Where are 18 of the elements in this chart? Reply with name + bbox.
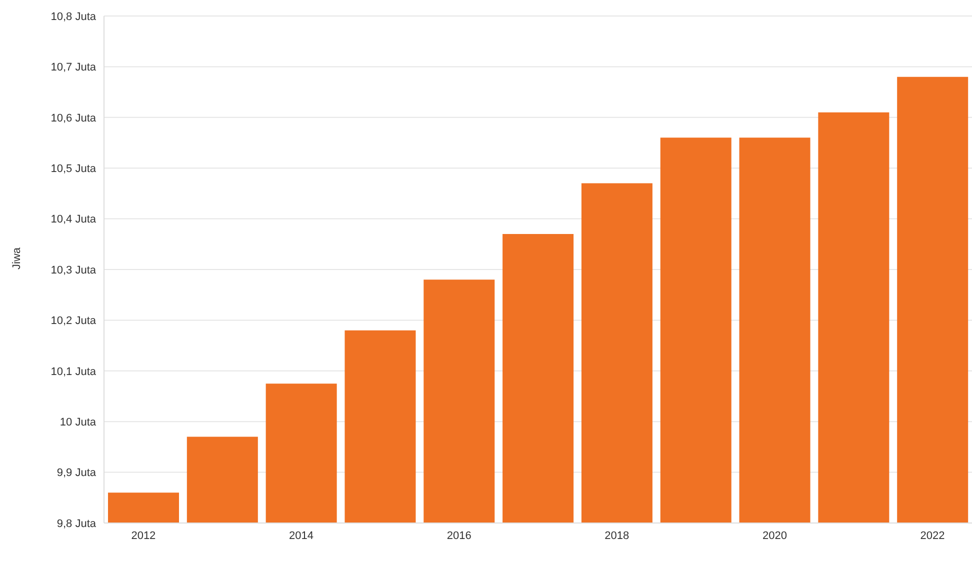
y-tick-label: 10,3 Juta [50, 264, 97, 276]
y-tick-label: 10,2 Juta [50, 315, 97, 328]
y-tick-label: 9,8 Juta [56, 518, 97, 530]
y-tick-label: 10,7 Juta [50, 62, 97, 74]
y-tick-label: 9,9 Juta [56, 467, 97, 480]
x-tick-label: 2020 [762, 530, 787, 542]
x-tick-label: 2022 [920, 530, 945, 542]
x-tick-label: 2014 [289, 530, 314, 542]
y-tick-label: 10,5 Juta [50, 163, 97, 176]
y-tick-label: 10,6 Juta [50, 112, 97, 124]
y-tick-label: 10 Juta [60, 416, 97, 429]
x-tick-label: 2018 [604, 530, 630, 542]
x-tick-label: 2012 [131, 530, 156, 542]
y-tick-label: 10,8 Juta [50, 10, 97, 23]
y-tick-label: 10,1 Juta [50, 366, 97, 378]
y-tick-label: 10,4 Juta [50, 214, 97, 226]
y-axis-title: Jiwa [10, 246, 23, 270]
x-tick-label: 2016 [446, 530, 472, 542]
